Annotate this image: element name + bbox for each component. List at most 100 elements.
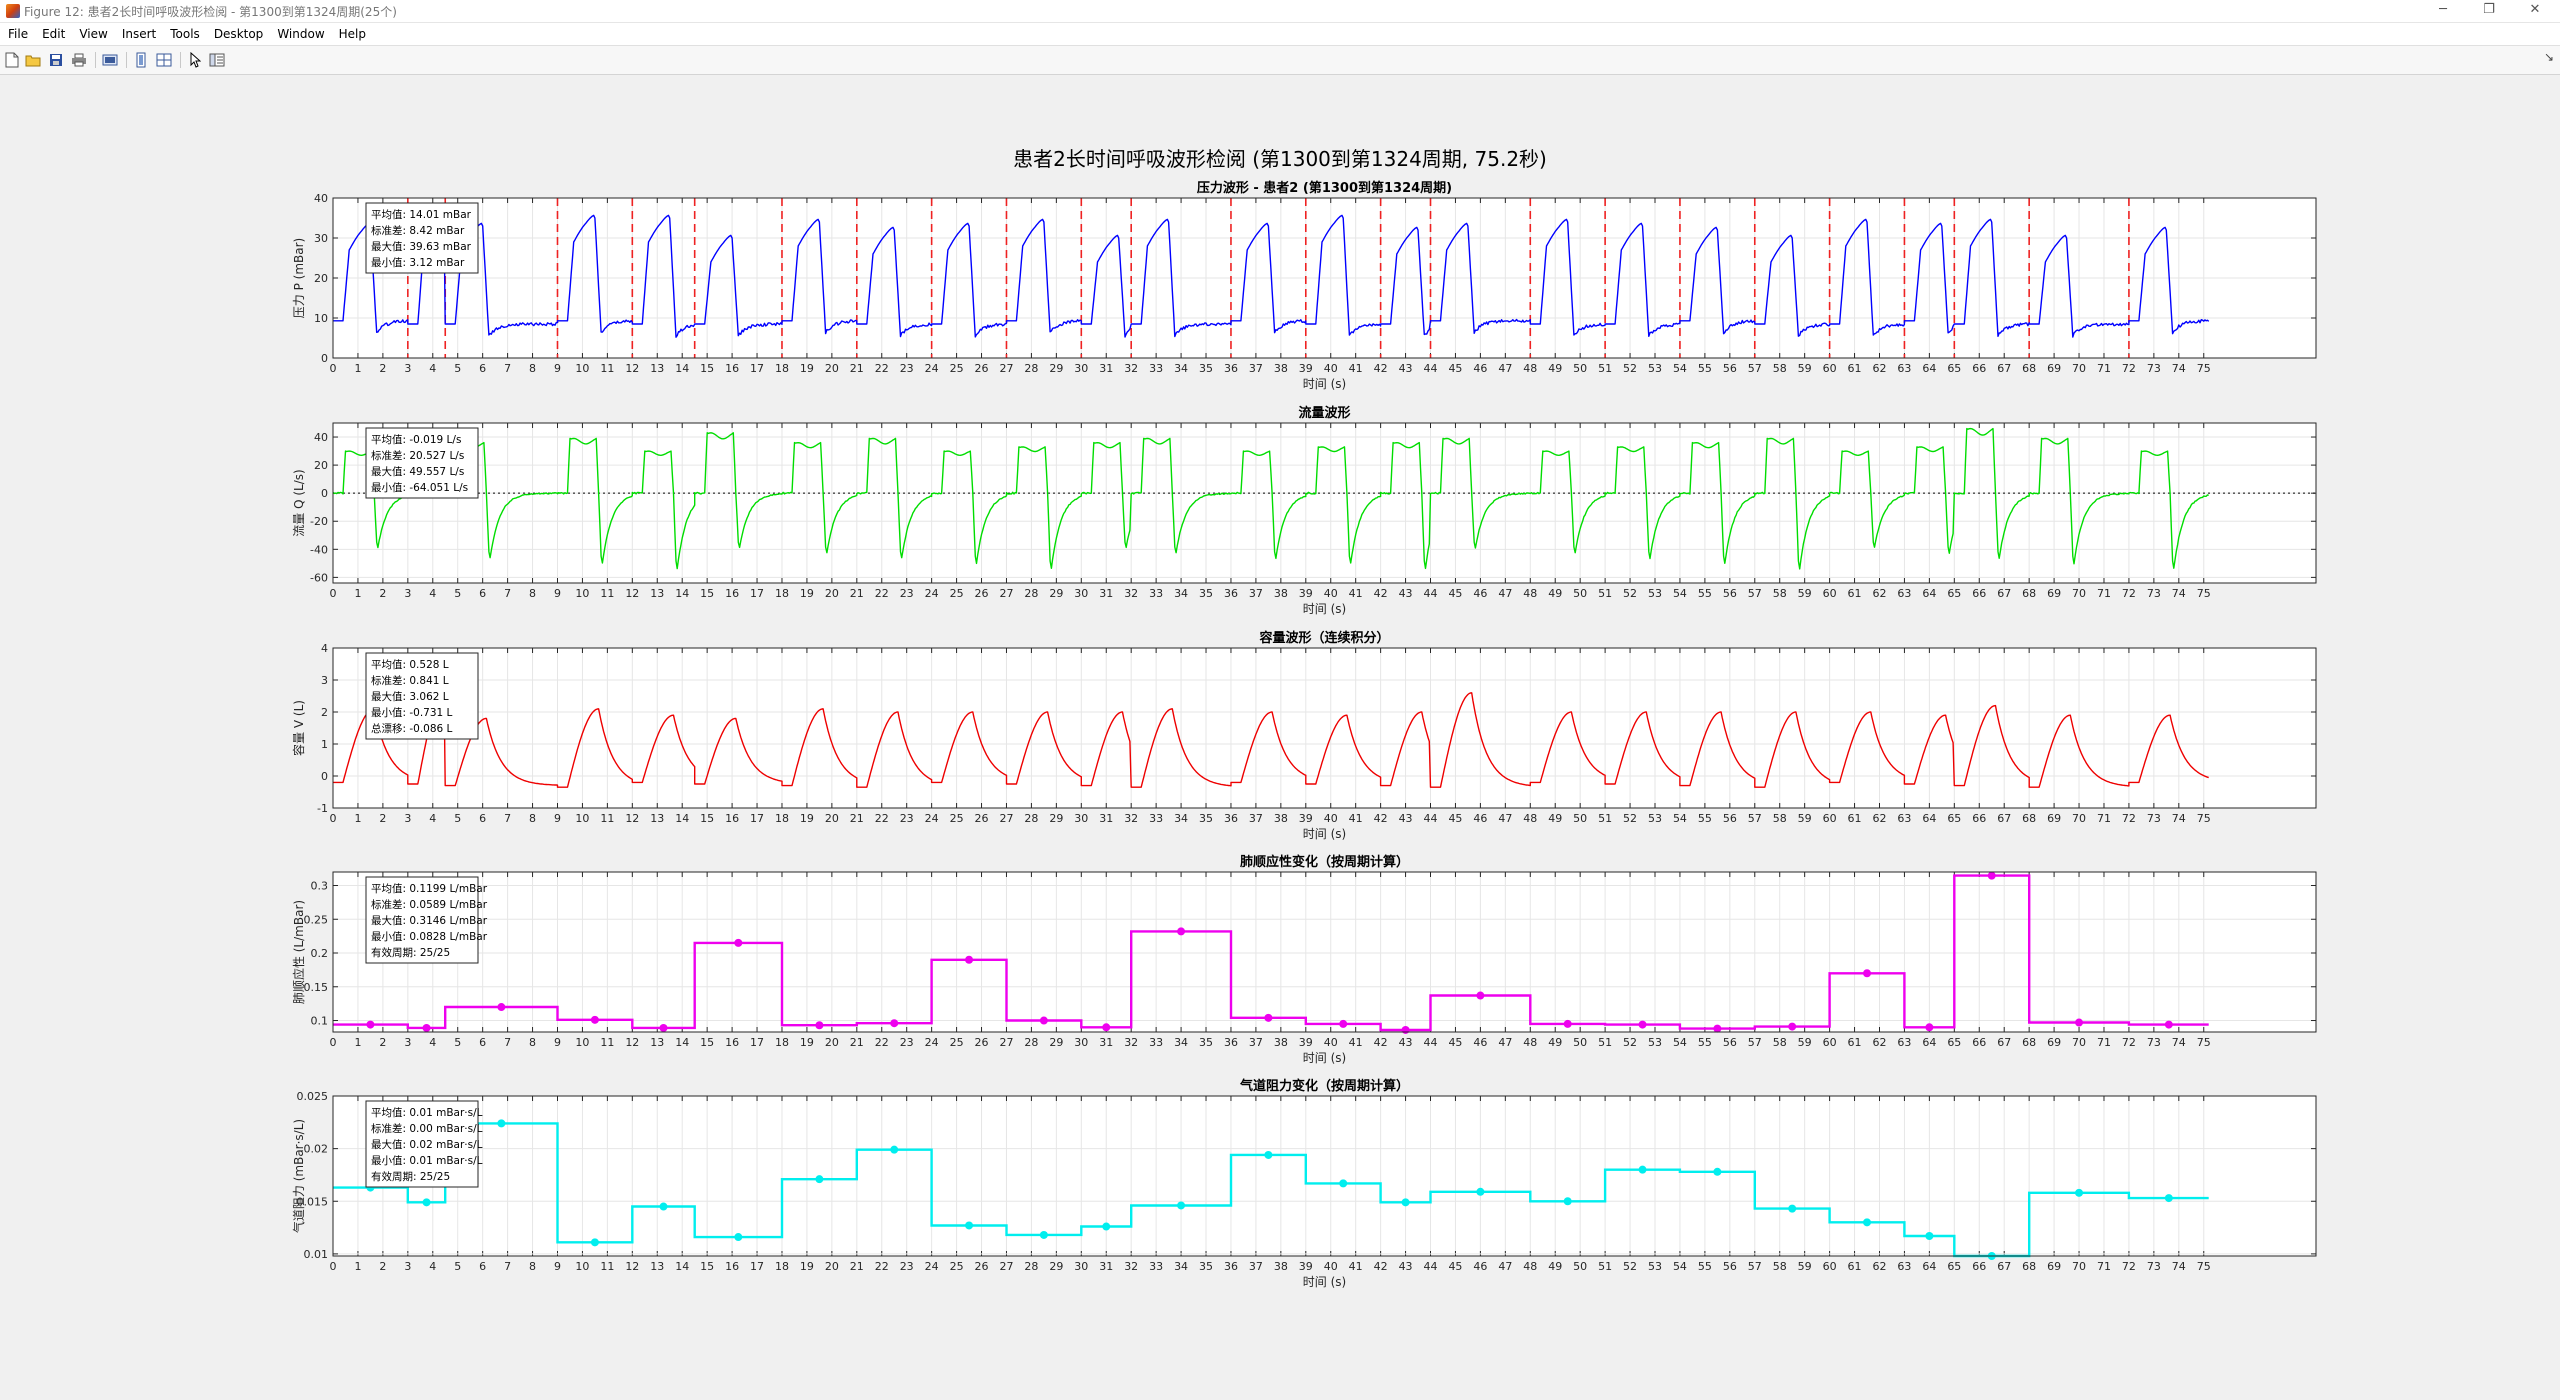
x-tick-label: 73 [2147,1260,2161,1273]
x-tick-label: 11 [600,812,614,825]
menu-bar: File Edit View Insert Tools Desktop Window Help [0,23,2560,45]
stats-line: 最小值: 0.0828 L/mBar [371,930,488,943]
x-tick-label: 74 [2172,1036,2186,1049]
stats-line: 标准差: 0.841 L [371,674,449,687]
x-tick-label: 16 [725,1036,739,1049]
menu-window[interactable]: Window [277,27,325,41]
x-tick-label: 13 [650,1260,664,1273]
x-tick-label: 64 [1922,1036,1936,1049]
x-tick-label: 58 [1773,1260,1787,1273]
x-tick-label: 72 [2122,1036,2136,1049]
x-axis-label: 时间 (s) [1303,1051,1346,1065]
x-tick-label: 26 [975,362,989,375]
x-tick-label: 59 [1798,1260,1812,1273]
x-tick-label: 36 [1224,1036,1238,1049]
x-tick-label: 56 [1723,587,1737,600]
x-tick-label: 12 [625,1260,639,1273]
x-tick-label: 22 [875,1036,889,1049]
x-tick-label: 12 [625,812,639,825]
y-tick-label: 40 [314,431,328,444]
plot-area [333,423,2316,583]
data-point [965,1221,974,1230]
x-tick-label: 21 [850,812,864,825]
x-tick-label: 30 [1074,1260,1088,1273]
print-icon[interactable] [70,51,88,69]
x-tick-label: 19 [800,1260,814,1273]
data-point [734,1233,743,1242]
x-tick-label: 18 [775,1036,789,1049]
x-tick-label: 17 [750,1260,764,1273]
data-point [1638,1165,1647,1174]
x-tick-label: 35 [1199,362,1213,375]
edit-plot-arrow-icon[interactable] [186,51,204,69]
x-tick-label: 61 [1848,587,1862,600]
x-tick-label: 15 [700,362,714,375]
link-plot-icon[interactable] [132,51,150,69]
x-tick-label: 62 [1872,587,1886,600]
menu-tools[interactable]: Tools [170,27,200,41]
menu-help[interactable]: Help [338,27,366,41]
x-tick-label: 8 [529,812,536,825]
x-tick-label: 55 [1698,1260,1712,1273]
minimize-button[interactable]: ─ [2439,2,2447,17]
x-tick-label: 7 [504,362,511,375]
x-tick-label: 6 [479,812,486,825]
menu-view[interactable]: View [79,27,108,41]
menu-file[interactable]: File [8,27,29,41]
stats-line: 最小值: 3.12 mBar [371,256,465,269]
y-tick-label: 0.2 [311,947,329,960]
x-tick-label: 71 [2097,812,2111,825]
x-tick-label: 58 [1773,362,1787,375]
x-tick-label: 20 [825,812,839,825]
x-tick-label: 4 [429,1260,436,1273]
x-tick-label: 18 [775,812,789,825]
y-tick-label: 0.015 [297,1195,329,1208]
x-tick-label: 11 [600,1260,614,1273]
x-tick-label: 42 [1374,587,1388,600]
data-point [1401,1198,1410,1207]
x-tick-label: 45 [1448,812,1462,825]
menu-insert[interactable]: Insert [121,27,157,41]
x-tick-label: 48 [1523,362,1537,375]
x-tick-label: 52 [1623,362,1637,375]
dock-figure-icon[interactable]: ↘ [2543,50,2554,64]
new-figure-icon[interactable] [3,51,21,69]
x-tick-label: 27 [999,1260,1013,1273]
axes-box [332,1095,2317,1257]
open-file-icon[interactable] [24,51,42,69]
x-tick-label: 45 [1448,1036,1462,1049]
x-tick-label: 3 [404,1036,411,1049]
data-point [734,938,743,947]
x-tick-label: 7 [504,587,511,600]
data-point [965,955,974,964]
chart-title: 压力波形 - 患者2 (第1300到第1324周期) [1197,180,1452,196]
menu-desktop[interactable]: Desktop [213,27,264,41]
x-tick-label: 31 [1099,1260,1113,1273]
data-point [422,1198,431,1207]
stats-line: 最大值: 3.062 L [371,690,449,703]
print-preview-icon[interactable] [101,51,119,69]
x-tick-label: 36 [1224,362,1238,375]
x-tick-label: 62 [1872,1036,1886,1049]
property-editor-icon[interactable] [155,51,173,69]
y-tick-label: 2 [321,706,328,719]
data-point [1563,1019,1572,1028]
maximize-button[interactable]: ❐ [2483,2,2495,17]
x-tick-label: 23 [900,362,914,375]
x-tick-label: 67 [1997,362,2011,375]
x-tick-label: 12 [625,1036,639,1049]
x-tick-label: 24 [925,812,939,825]
x-tick-label: 26 [975,1260,989,1273]
plot-browser-icon[interactable] [208,51,226,69]
x-tick-label: 36 [1224,1260,1238,1273]
close-button[interactable]: ✕ [2529,2,2541,17]
save-icon[interactable] [47,51,65,69]
x-tick-label: 74 [2172,812,2186,825]
stats-line: 平均值: 0.528 L [371,658,449,671]
x-tick-label: 31 [1099,362,1113,375]
x-tick-label: 43 [1399,362,1413,375]
stats-line: 平均值: 0.01 mBar·s/L [371,1106,483,1119]
x-tick-label: 69 [2047,362,2061,375]
x-tick-label: 9 [554,1260,561,1273]
menu-edit[interactable]: Edit [42,27,66,41]
